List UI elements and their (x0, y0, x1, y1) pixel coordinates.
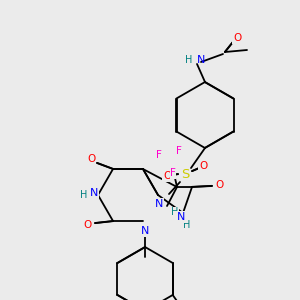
Text: H: H (185, 55, 193, 65)
Text: N: N (197, 55, 205, 65)
Text: H: H (80, 190, 88, 200)
Text: N: N (177, 212, 185, 222)
Text: O: O (87, 154, 95, 164)
Text: O: O (83, 220, 91, 230)
Text: H: H (183, 220, 191, 230)
Text: O: O (233, 33, 241, 43)
Text: F: F (176, 146, 182, 156)
Text: N: N (155, 199, 163, 209)
Text: O: O (216, 180, 224, 190)
Text: N: N (141, 226, 149, 236)
Text: S: S (181, 167, 189, 181)
Text: F: F (156, 150, 162, 160)
Text: F: F (170, 168, 176, 178)
Text: O: O (163, 171, 171, 181)
Text: N: N (90, 188, 98, 198)
Text: H: H (171, 207, 179, 217)
Text: O: O (199, 161, 207, 171)
